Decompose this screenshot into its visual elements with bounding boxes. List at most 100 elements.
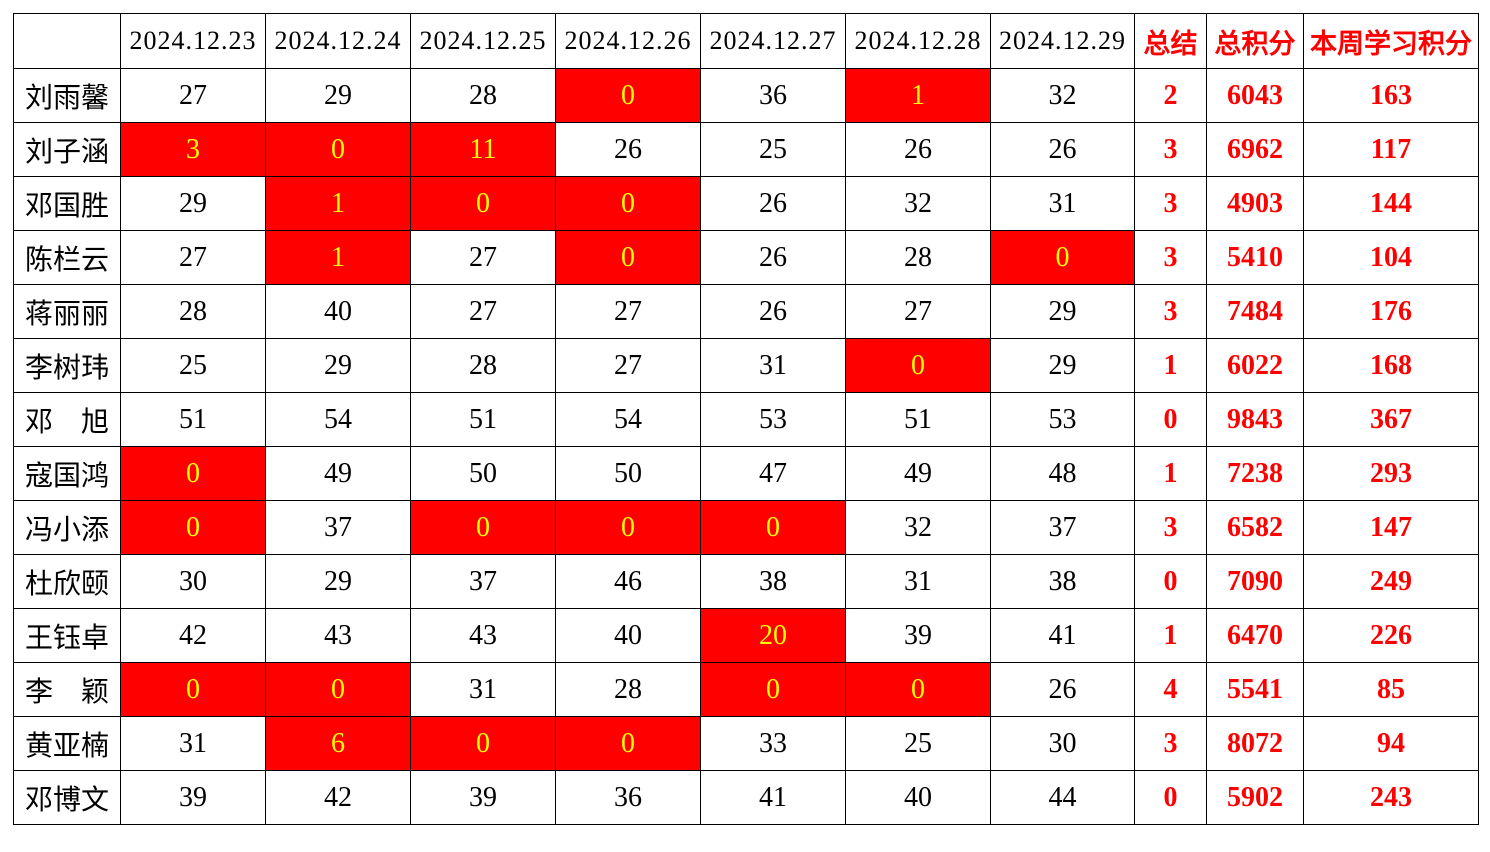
student-name-cell: 邓博文 xyxy=(12,770,122,825)
total-points-cell: 5902 xyxy=(1206,770,1305,825)
summary-count-cell: 0 xyxy=(1134,770,1208,825)
score-cell: 31 xyxy=(120,716,267,771)
summary-count-cell: 1 xyxy=(1134,608,1208,663)
score-cell: 29 xyxy=(990,338,1136,393)
summary-count-cell: 3 xyxy=(1134,716,1208,771)
score-cell: 27 xyxy=(845,284,992,339)
score-cell: 47 xyxy=(700,446,847,501)
student-name-cell: 寇国鸿 xyxy=(12,446,122,501)
table-body: 刘雨馨 27 29 28 0 36 1 32 2 6043 163 刘子涵 3 0 11 26 25 26 26 3 6… xyxy=(12,68,1480,825)
summary-count-cell: 3 xyxy=(1134,122,1208,177)
week-points-cell: 293 xyxy=(1303,446,1480,501)
score-cell: 49 xyxy=(845,446,992,501)
table-row: 刘雨馨 27 29 28 0 36 1 32 2 6043 163 xyxy=(12,68,1480,123)
week-points-cell: 367 xyxy=(1303,392,1480,447)
score-cell: 40 xyxy=(555,608,702,663)
score-cell: 32 xyxy=(845,176,992,231)
student-name-cell: 杜欣颐 xyxy=(12,554,122,609)
score-cell: 28 xyxy=(410,338,557,393)
total-points-cell: 6022 xyxy=(1206,338,1305,393)
score-cell: 28 xyxy=(410,68,557,123)
score-cell: 36 xyxy=(555,770,702,825)
corner-cell xyxy=(12,13,122,69)
total-points-cell: 8072 xyxy=(1206,716,1305,771)
table-row: 邓旭 51 54 51 54 53 51 53 0 9843 367 xyxy=(12,392,1480,447)
score-cell: 54 xyxy=(555,392,702,447)
score-cell: 26 xyxy=(990,662,1136,717)
student-name-cell: 邓国胜 xyxy=(12,176,122,231)
total-points-cell: 6043 xyxy=(1206,68,1305,123)
summary-count-cell: 0 xyxy=(1134,554,1208,609)
date-header-1: 2024.12.23 xyxy=(120,13,267,69)
week-points-header: 本周学习积分 xyxy=(1303,13,1480,69)
score-cell: 27 xyxy=(410,284,557,339)
total-points-cell: 6962 xyxy=(1206,122,1305,177)
score-cell: 42 xyxy=(120,608,267,663)
table-row: 寇国鸿 0 49 50 50 47 49 48 1 7238 293 xyxy=(12,446,1480,501)
highlighted-score-cell: 0 xyxy=(410,176,557,231)
highlighted-score-cell: 0 xyxy=(265,662,412,717)
score-cell: 27 xyxy=(120,68,267,123)
student-name-cell: 冯小添 xyxy=(12,500,122,555)
table-header: 2024.12.23 2024.12.24 2024.12.25 2024.12… xyxy=(12,13,1480,69)
score-cell: 32 xyxy=(990,68,1136,123)
score-cell: 38 xyxy=(990,554,1136,609)
highlighted-score-cell: 0 xyxy=(410,500,557,555)
score-cell: 39 xyxy=(845,608,992,663)
score-cell: 33 xyxy=(700,716,847,771)
score-cell: 38 xyxy=(700,554,847,609)
score-cell: 31 xyxy=(990,176,1136,231)
table-row: 李颖 0 0 31 28 0 0 26 4 5541 85 xyxy=(12,662,1480,717)
score-cell: 26 xyxy=(555,122,702,177)
score-cell: 41 xyxy=(990,608,1136,663)
table-row: 冯小添 0 37 0 0 0 32 37 3 6582 147 xyxy=(12,500,1480,555)
week-points-cell: 226 xyxy=(1303,608,1480,663)
score-cell: 53 xyxy=(990,392,1136,447)
table-row: 邓国胜 29 1 0 0 26 32 31 3 4903 144 xyxy=(12,176,1480,231)
week-points-cell: 168 xyxy=(1303,338,1480,393)
date-header-5: 2024.12.27 xyxy=(700,13,847,69)
score-cell: 26 xyxy=(700,176,847,231)
highlighted-score-cell: 1 xyxy=(265,230,412,285)
date-header-2: 2024.12.24 xyxy=(265,13,412,69)
week-points-cell: 117 xyxy=(1303,122,1480,177)
score-cell: 28 xyxy=(555,662,702,717)
summary-count-cell: 3 xyxy=(1134,284,1208,339)
table-row: 王钰卓 42 43 43 40 20 39 41 1 6470 226 xyxy=(12,608,1480,663)
score-cell: 26 xyxy=(700,230,847,285)
highlighted-score-cell: 3 xyxy=(120,122,267,177)
week-points-cell: 176 xyxy=(1303,284,1480,339)
highlighted-score-cell: 0 xyxy=(555,68,702,123)
score-cell: 27 xyxy=(555,284,702,339)
score-cell: 51 xyxy=(845,392,992,447)
table-row: 陈栏云 27 1 27 0 26 28 0 3 5410 104 xyxy=(12,230,1480,285)
score-cell: 30 xyxy=(120,554,267,609)
week-points-cell: 163 xyxy=(1303,68,1480,123)
score-cell: 48 xyxy=(990,446,1136,501)
score-cell: 41 xyxy=(700,770,847,825)
table-row: 李树玮 25 29 28 27 31 0 29 1 6022 168 xyxy=(12,338,1480,393)
score-cell: 25 xyxy=(120,338,267,393)
score-cell: 29 xyxy=(265,554,412,609)
score-cell: 37 xyxy=(410,554,557,609)
student-name-cell: 李树玮 xyxy=(12,338,122,393)
score-cell: 49 xyxy=(265,446,412,501)
highlighted-score-cell: 1 xyxy=(845,68,992,123)
score-cell: 39 xyxy=(410,770,557,825)
highlighted-score-cell: 0 xyxy=(555,500,702,555)
total-points-cell: 7238 xyxy=(1206,446,1305,501)
week-points-cell: 144 xyxy=(1303,176,1480,231)
score-cell: 50 xyxy=(555,446,702,501)
summary-count-cell: 3 xyxy=(1134,230,1208,285)
total-points-cell: 6582 xyxy=(1206,500,1305,555)
summary-count-cell: 2 xyxy=(1134,68,1208,123)
student-name-cell: 刘雨馨 xyxy=(12,68,122,123)
score-cell: 27 xyxy=(555,338,702,393)
score-cell: 27 xyxy=(410,230,557,285)
score-cell: 51 xyxy=(410,392,557,447)
highlighted-score-cell: 0 xyxy=(555,716,702,771)
summary-count-cell: 0 xyxy=(1134,392,1208,447)
score-cell: 32 xyxy=(845,500,992,555)
student-name-cell: 李颖 xyxy=(12,662,122,717)
score-cell: 29 xyxy=(120,176,267,231)
